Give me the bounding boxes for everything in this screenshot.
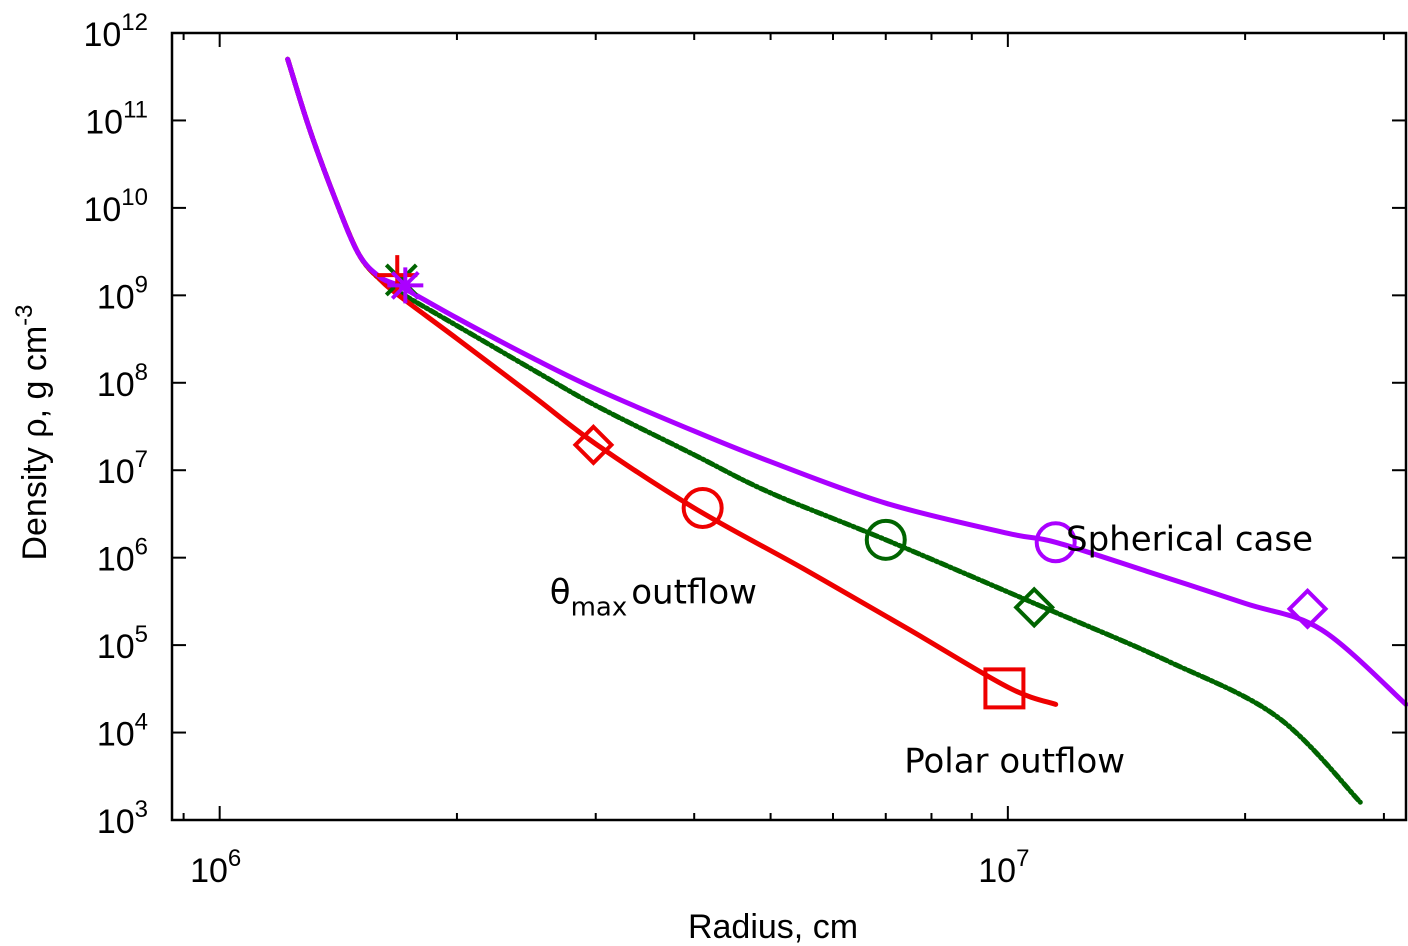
marker-diamond (572, 424, 615, 466)
y-tick-base: 10 (83, 191, 121, 229)
annotation-theta-rest: outflow (631, 572, 757, 612)
annotation-theta-subscript: max (571, 592, 628, 622)
curve-annotations: θmax outflow Polar outflow Spherical case (550, 520, 1313, 782)
y-tick-label: 109 (97, 271, 148, 316)
y-tick-label: 1011 (85, 96, 148, 141)
y-tick-exp: 6 (135, 534, 148, 561)
x-tick-base: 10 (190, 852, 228, 890)
y-tick-base: 10 (97, 628, 135, 666)
x-tick-label: 107 (978, 845, 1029, 890)
x-tick-label: 106 (190, 845, 241, 890)
annotation-polar: Polar outflow (904, 741, 1125, 781)
marker-square (983, 667, 1026, 710)
y-tick-exp: 4 (135, 709, 148, 736)
y-axis-title: Density ρ, g cm-3 (11, 304, 54, 560)
plot-frame (170, 31, 1408, 822)
marker-circle (681, 486, 724, 529)
marker-circle (1034, 521, 1077, 564)
y-tick-base: 10 (97, 803, 135, 841)
y-tick-label: 105 (97, 621, 148, 666)
y-tick-label: 1010 (83, 184, 148, 229)
annotation-theta: θmax outflow (550, 572, 757, 622)
y-tick-base: 10 (83, 16, 121, 54)
y-tick-label: 107 (97, 446, 148, 491)
y-tick-label: 108 (97, 359, 148, 404)
annotation-spherical: Spherical case (1066, 520, 1313, 560)
y-tick-exp: 3 (135, 796, 148, 823)
marker-diamond (1013, 586, 1056, 629)
y-tick-base: 10 (97, 453, 135, 491)
x-axis-title: Radius, cm (688, 908, 858, 946)
y-tick-exp: 9 (135, 271, 148, 298)
y-tick-exp: 10 (121, 184, 148, 211)
y-tick-exp: 12 (121, 9, 148, 36)
y-tick-label: 103 (97, 796, 148, 841)
marker-asterisk (387, 267, 424, 304)
x-tick-exp: 6 (228, 845, 241, 872)
series-lines (285, 56, 1408, 805)
y-tick-exp: 7 (135, 446, 148, 473)
y-tick-label: 106 (97, 534, 148, 579)
y-tick-base: 10 (97, 716, 135, 754)
annotation-theta-symbol: θ (550, 572, 571, 612)
y-tick-exp: 5 (135, 621, 148, 648)
y-axis-title-sup: -3 (11, 304, 38, 325)
y-tick-base: 10 (85, 103, 123, 141)
series-markers (377, 255, 1329, 710)
marker-diamond (1286, 587, 1329, 630)
y-tick-base: 10 (97, 541, 135, 579)
y-tick-exp: 8 (135, 359, 148, 386)
axis-ticks (172, 32, 1406, 821)
y-tick-exp: 11 (123, 96, 148, 123)
x-tick-base: 10 (978, 852, 1016, 890)
y-tick-label: 1012 (83, 9, 148, 54)
y-tick-base: 10 (97, 366, 135, 404)
marker-circle (864, 518, 907, 561)
y-axis-title-text: Density ρ, g cm (16, 326, 54, 561)
x-tick-exp: 7 (1016, 845, 1029, 872)
y-tick-base: 10 (97, 278, 135, 316)
y-tick-label: 104 (97, 709, 148, 754)
series-line-spherical-case (285, 56, 1408, 707)
